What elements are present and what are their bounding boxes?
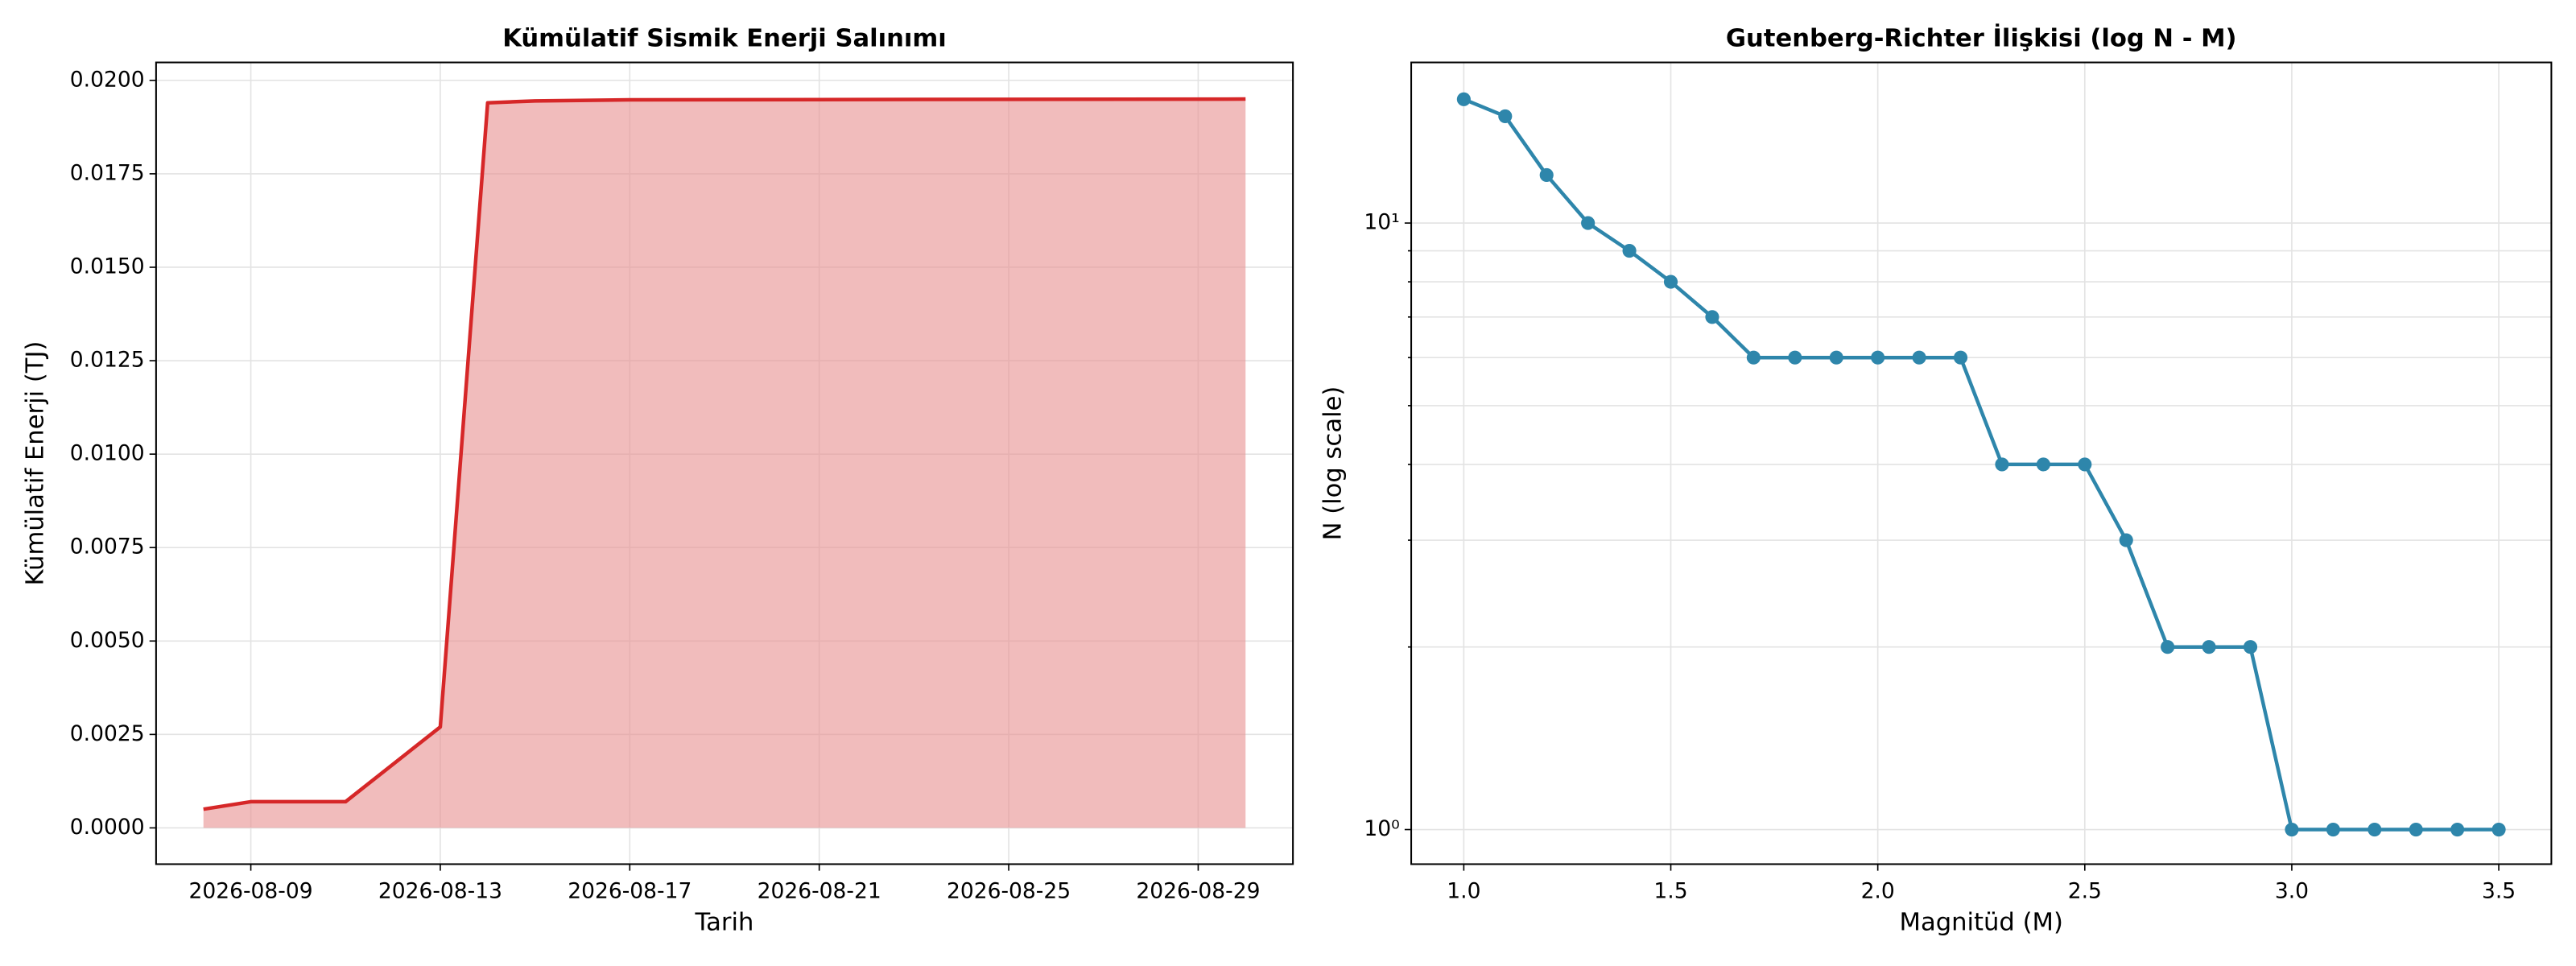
x-tick-label: 2026-08-09 (189, 879, 313, 904)
marker (2119, 533, 2133, 547)
marker (2326, 822, 2340, 837)
x-tick-label: 1.5 (1653, 879, 1687, 904)
marker (1456, 92, 1471, 106)
x-tick-label: 2.5 (2068, 879, 2102, 904)
marker (2450, 822, 2465, 837)
marker (1705, 310, 1719, 324)
marker (1498, 109, 1513, 123)
y-tick-label: 0.0075 (70, 535, 145, 559)
y-tick-label: 0.0025 (70, 721, 145, 746)
marker (2078, 457, 2092, 472)
marker (1788, 350, 1802, 365)
marker (1663, 275, 1678, 289)
line (203, 97, 1246, 811)
marker (2409, 822, 2423, 837)
marker (1746, 350, 1761, 365)
marker (2243, 640, 2258, 654)
y-tick-label: 0.0125 (70, 348, 145, 373)
plot-frame (1410, 61, 2553, 865)
x-tick-label: 2026-08-21 (758, 879, 881, 904)
y-tick-label: 0.0100 (70, 441, 145, 466)
x-tick-label: 2026-08-25 (947, 879, 1071, 904)
x-tick-label: 3.5 (2482, 879, 2516, 904)
marker (2161, 640, 2175, 654)
x-axis-label: Tarih (695, 908, 754, 936)
y-axis-label: N (log scale) (1319, 386, 1348, 541)
marker (1912, 350, 1926, 365)
marker (2036, 457, 2050, 472)
x-tick-label: 2026-08-17 (568, 879, 691, 904)
marker (1829, 350, 1843, 365)
marker (2202, 640, 2216, 654)
x-tick-label: 1.0 (1447, 879, 1480, 904)
chart-title: Kümülatif Sismik Enerji Salınımı (502, 24, 947, 52)
y-tick-label: 10⁰ (1364, 816, 1399, 841)
marker (2491, 822, 2506, 837)
plot-frame (155, 61, 1294, 865)
marker (1581, 216, 1596, 230)
x-axis-label: Magnitüd (M) (1900, 908, 2063, 936)
x-tick-label: 3.0 (2275, 879, 2309, 904)
y-tick-label: 0.0050 (70, 628, 145, 653)
marker (1995, 457, 2009, 472)
marker (1539, 167, 1554, 182)
x-tick-label: 2026-08-13 (378, 879, 502, 904)
y-tick-label: 0.0175 (70, 160, 145, 185)
y-tick-label: 0.0200 (70, 67, 145, 92)
area (203, 99, 1246, 828)
marker (1871, 350, 1885, 365)
marker (2285, 822, 2299, 837)
x-tick-label: 2026-08-29 (1136, 879, 1260, 904)
y-tick-label: 0.0000 (70, 815, 145, 840)
chart-title: Gutenberg-Richter İlişkisi (log N - M) (1726, 23, 2237, 52)
marker (1953, 350, 1968, 365)
marker (2368, 822, 2382, 837)
x-tick-label: 2.0 (1861, 879, 1895, 904)
y-axis-label: Kümülatif Enerji (TJ) (21, 341, 49, 586)
marker (1622, 243, 1637, 258)
y-tick-label: 0.0150 (70, 254, 145, 279)
y-tick-label: 10¹ (1364, 210, 1399, 235)
